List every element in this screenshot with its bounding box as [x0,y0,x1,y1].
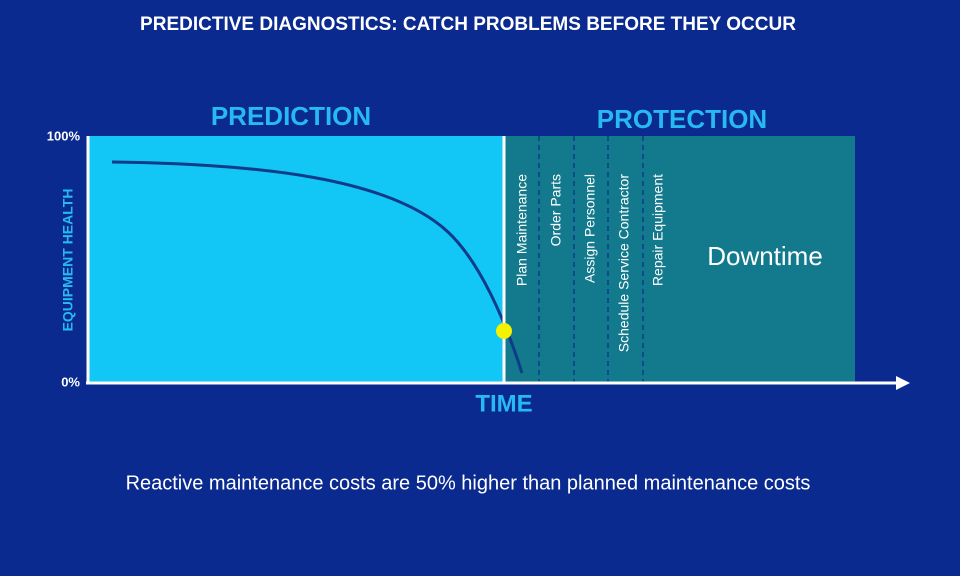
health-curve [111,160,524,374]
x-axis-label: TIME [475,390,532,417]
x-axis-arrow [896,376,910,390]
steps: Plan Maintenance Order Parts Assign Pers… [514,174,666,353]
prediction-area [88,136,504,382]
step-label: Order Parts [548,174,564,246]
y-tick-label: 100% [47,128,81,143]
step-label: Assign Personnel [582,174,598,283]
y-axis-label: EQUIPMENT HEALTH [60,189,76,332]
y-tick-label: 0% [61,374,80,389]
failure-point [496,323,512,339]
step-label: Plan Maintenance [514,174,530,286]
footnote: Reactive maintenance costs are 50% highe… [126,472,811,494]
downtime-label: Downtime [707,241,823,271]
region-label: PREDICTION [211,101,371,131]
region-label: PROTECTION [597,104,767,134]
protection-area [504,136,855,382]
step-dividers [538,136,644,382]
slide-title: PREDICTIVE DIAGNOSTICS: CATCH PROBLEMS B… [140,14,796,35]
step-label: Repair Equipment [650,174,666,286]
step-label: Schedule Service Contractor [616,174,632,353]
